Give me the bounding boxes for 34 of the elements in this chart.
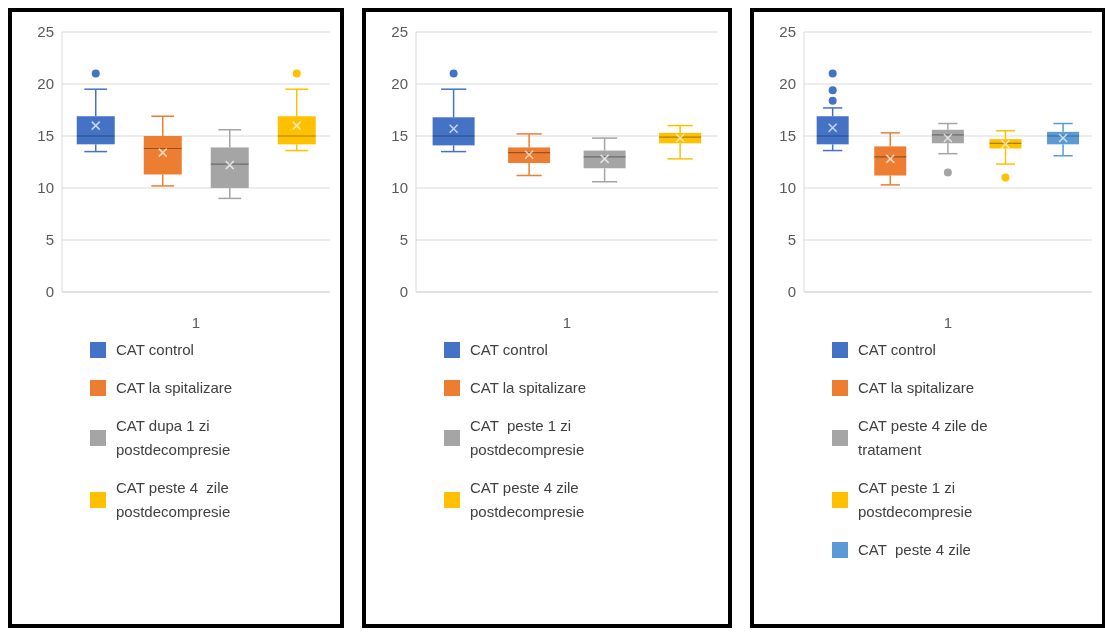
- y-tick-label: 15: [391, 127, 408, 145]
- legend-label: CAT la spitalizare: [858, 378, 975, 398]
- y-tick-label: 15: [37, 127, 54, 145]
- legend-label: CAT peste 1 zi postdecompresie: [858, 478, 974, 522]
- y-tick-label: 10: [391, 179, 408, 197]
- legend-label: CAT control: [858, 340, 936, 360]
- legend-label: CAT peste 1 zi postdecompresie: [470, 416, 586, 460]
- y-tick-label: 10: [779, 179, 796, 197]
- y-tick-label: 15: [779, 127, 796, 145]
- legend-label: CAT la spitalizare: [470, 378, 587, 398]
- y-tick-label: 25: [37, 23, 54, 41]
- x-axis-title: 1: [562, 314, 572, 331]
- legend-label: CAT control: [470, 340, 548, 360]
- legend-label: CAT peste 4 zile postdecompresie: [470, 478, 586, 522]
- y-tick-label: 5: [787, 231, 796, 249]
- legend-label: CAT peste 4 zile postdecompresie: [116, 478, 232, 522]
- y-tick-label: 20: [779, 75, 796, 93]
- y-tick-label: 10: [37, 179, 54, 197]
- y-tick-label: 0: [45, 283, 54, 301]
- y-tick-label: 5: [45, 231, 54, 249]
- legend-label: CAT peste 4 zile: [858, 540, 971, 560]
- y-tick-label: 25: [391, 23, 408, 41]
- legend-label: CAT peste 4 zile de tratament: [858, 416, 989, 460]
- legend-label: CAT la spitalizare: [116, 378, 233, 398]
- y-tick-label: 20: [391, 75, 408, 93]
- y-tick-label: 20: [37, 75, 54, 93]
- y-tick-label: 0: [399, 283, 408, 301]
- y-tick-label: 5: [399, 231, 408, 249]
- legend-label: CAT control: [116, 340, 194, 360]
- x-axis-title: 1: [191, 314, 201, 331]
- y-tick-label: 25: [779, 23, 796, 41]
- x-axis-title: 1: [943, 314, 953, 331]
- y-tick-label: 0: [787, 283, 796, 301]
- legend-label: CAT dupa 1 zi postdecompresie: [116, 416, 232, 460]
